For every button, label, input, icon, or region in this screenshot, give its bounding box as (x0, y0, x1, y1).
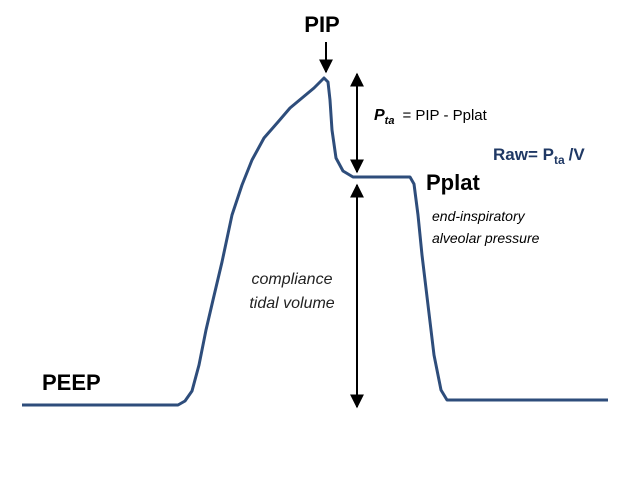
pplat-note: alveolar pressure (432, 230, 540, 246)
raw-equation: Raw= Pta/V (493, 145, 585, 167)
raw-sub: ta (554, 153, 565, 167)
raw-prefix: Raw= P (493, 145, 554, 164)
pplat-note: end-inspiratory (432, 208, 526, 224)
pta-symbol: P (374, 107, 385, 124)
compliance-note: compliance (252, 271, 333, 288)
pressure-curve (22, 76, 608, 407)
pip-label: PIP (304, 12, 339, 37)
compliance-note: tidal volume (249, 295, 334, 312)
pplat-label: Pplat (426, 170, 480, 195)
raw-suffix: /V (569, 145, 586, 164)
pta-formula: = PIP - Pplat (402, 107, 487, 124)
pta-equation: Pta = PIP - Pplat (374, 107, 488, 127)
pta-sub: ta (385, 115, 395, 127)
peep-label: PEEP (42, 370, 101, 395)
